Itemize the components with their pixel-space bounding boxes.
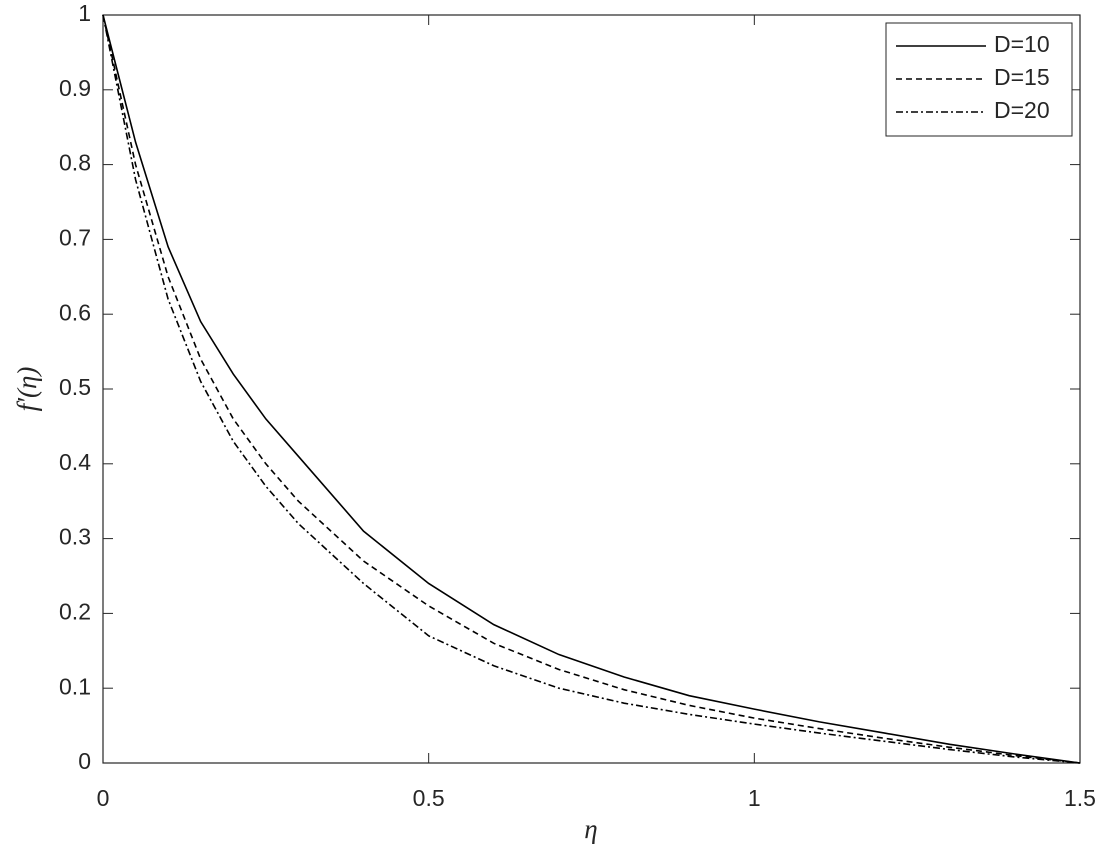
y-tick-label: 0.3 [59,524,91,550]
y-tick-label: 0.2 [59,598,91,624]
plot-frame [102,14,1081,764]
y-tick-label: 0.9 [59,75,91,101]
data-line [102,14,1081,764]
y-tick-label: 0.8 [59,150,91,176]
y-tick-label: 0.7 [59,224,91,250]
x-tick-label: 0.5 [413,785,445,811]
x-tick-label: 1 [748,785,761,811]
legend-label: D=10 [994,31,1050,57]
y-tick-label: 0.5 [59,374,91,400]
y-tick-label: 0.4 [59,449,91,475]
y-tick-label: 0 [78,748,91,774]
x-axis-label: η [584,814,597,844]
legend-label: D=20 [994,97,1050,123]
y-tick-label: 1 [78,0,91,26]
data-line [102,14,1081,764]
legend-label: D=15 [994,64,1050,90]
x-tick-label: 1.5 [1064,785,1096,811]
x-tick-label: 0 [97,785,110,811]
y-tick-label: 0.1 [59,673,91,699]
data-line [102,14,1081,764]
y-axis-label: f′(η) [12,367,42,412]
y-tick-label: 0.6 [59,299,91,325]
